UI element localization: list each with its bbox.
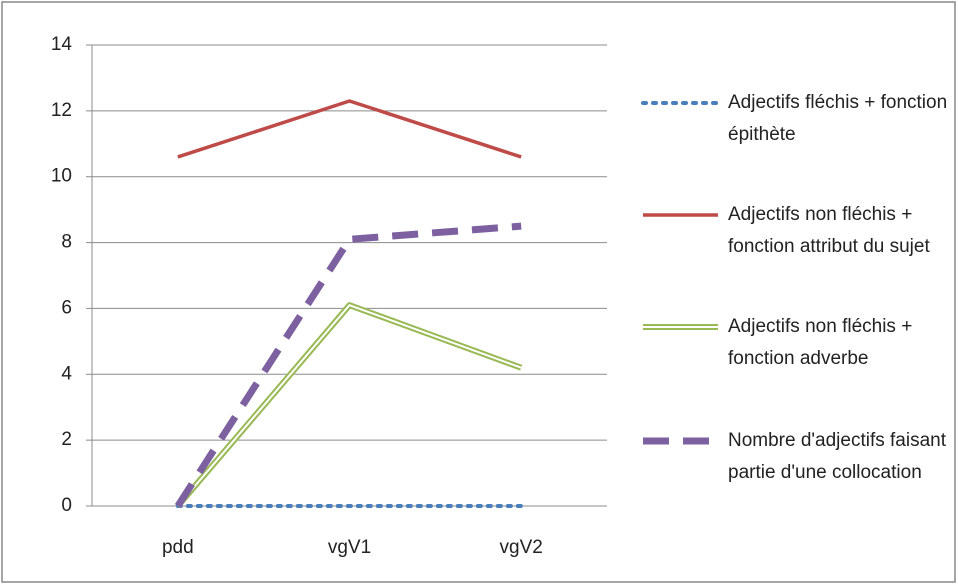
x-tick-label: vgV1	[328, 537, 371, 558]
series-line-inner	[177, 304, 522, 507]
y-tick-label: 6	[61, 297, 72, 318]
y-tick-label: 14	[51, 34, 73, 55]
x-tick-label: vgV2	[500, 537, 543, 558]
legend-label: Adjectifs fléchis + fonction épithète	[728, 92, 948, 145]
legend-label: Adjectifs non fléchis + fonction adverbe	[728, 316, 913, 369]
y-tick-label: 12	[51, 100, 72, 121]
y-tick-label: 4	[61, 363, 72, 384]
series-line	[177, 99, 522, 159]
y-tick-label: 8	[61, 232, 72, 253]
x-tick-label: pdd	[162, 537, 194, 558]
legend-label: Adjectifs non fléchis + fonction attribu…	[728, 204, 930, 257]
y-tick-label: 10	[51, 166, 72, 187]
legend-label: Nombre d'adjectifs faisant partie d'une …	[728, 430, 947, 483]
series-line	[174, 222, 522, 508]
y-tick-label: 2	[61, 429, 72, 450]
y-tick-label: 0	[61, 495, 72, 516]
